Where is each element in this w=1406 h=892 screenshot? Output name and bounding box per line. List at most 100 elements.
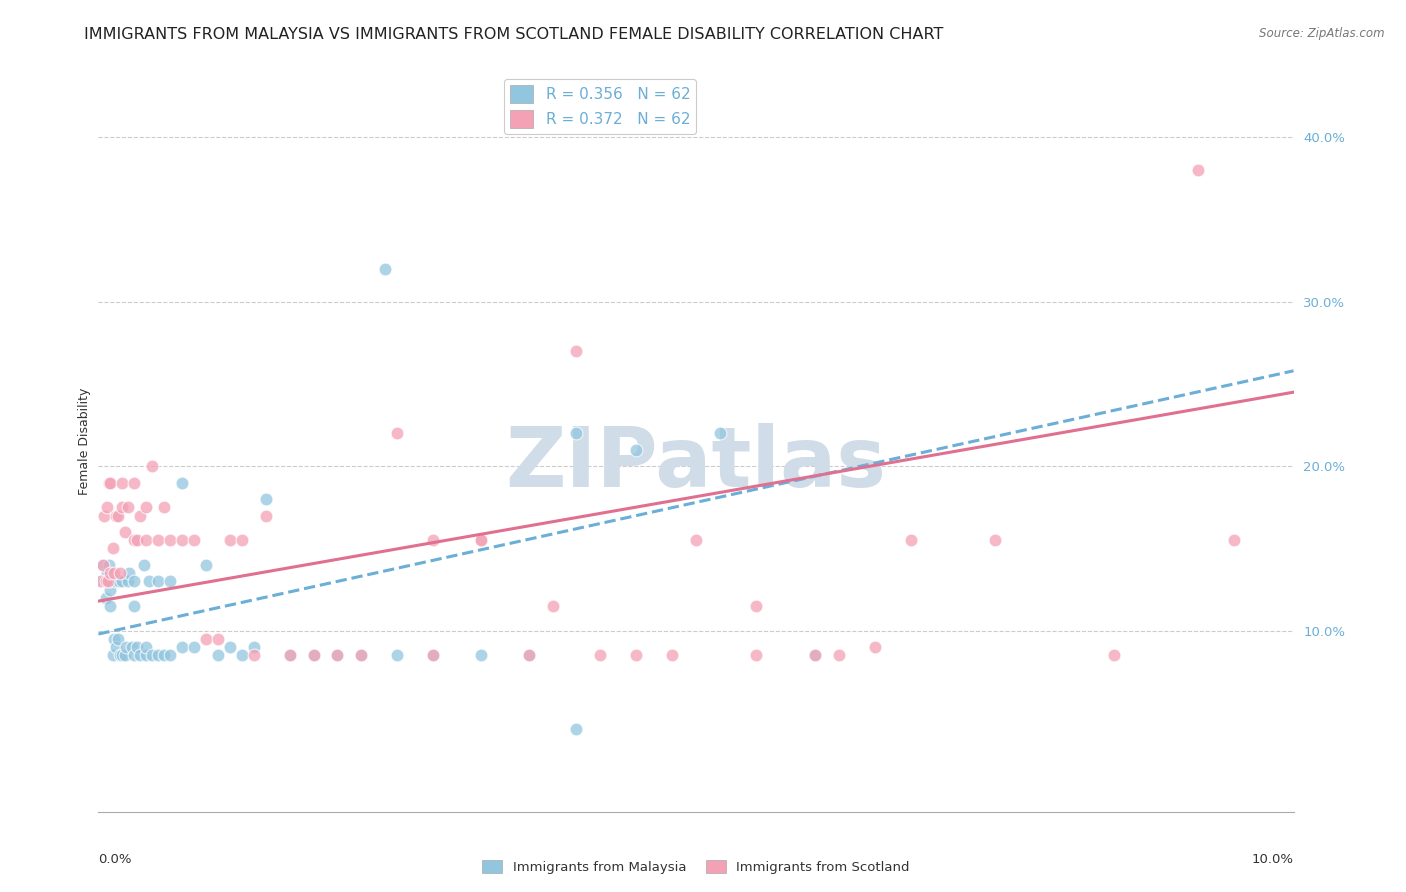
Point [159, 574, 181, 589]
Point [172, 475, 194, 490]
Point [153, 648, 176, 663]
Point [129, 648, 152, 663]
Point [103, 566, 125, 581]
Point [114, 524, 136, 539]
Point [138, 574, 160, 589]
Point [565, 723, 588, 737]
Point [93, 574, 115, 589]
Point [278, 648, 301, 663]
Point [98, 475, 121, 490]
Point [470, 533, 492, 548]
Point [422, 533, 444, 548]
Point [589, 648, 612, 663]
Text: IMMIGRANTS FROM MALAYSIA VS IMMIGRANTS FROM SCOTLAND FEMALE DISABILITY CORRELATI: IMMIGRANTS FROM MALAYSIA VS IMMIGRANTS F… [84, 27, 943, 42]
Point [111, 648, 134, 663]
Point [231, 648, 253, 663]
Point [97, 574, 120, 589]
Point [107, 632, 129, 646]
Point [195, 632, 218, 646]
Point [685, 533, 707, 548]
Point [115, 640, 138, 655]
Point [183, 533, 205, 548]
Point [278, 648, 301, 663]
Point [90, 574, 112, 589]
Point [254, 492, 277, 507]
Point [745, 648, 768, 663]
Point [422, 648, 444, 663]
Point [111, 475, 134, 490]
Point [709, 426, 731, 441]
Y-axis label: Female Disability: Female Disability [79, 388, 91, 495]
Point [108, 648, 131, 663]
Point [117, 500, 139, 515]
Point [125, 640, 148, 655]
Point [105, 640, 128, 655]
Point [91, 558, 114, 572]
Point [626, 648, 648, 663]
Point [302, 648, 325, 663]
Point [111, 574, 134, 589]
Point [326, 648, 349, 663]
Point [98, 599, 122, 613]
Point [97, 574, 120, 589]
Point [141, 648, 163, 663]
Point [302, 648, 325, 663]
Point [1223, 533, 1246, 548]
Point [132, 558, 155, 572]
Point [129, 508, 152, 523]
Point [422, 648, 444, 663]
Text: Source: ZipAtlas.com: Source: ZipAtlas.com [1260, 27, 1385, 40]
Point [804, 648, 827, 663]
Point [91, 558, 114, 572]
Text: 0.0%: 0.0% [98, 853, 132, 866]
Point [148, 574, 170, 589]
Point [93, 508, 115, 523]
Point [148, 533, 170, 548]
Point [98, 566, 122, 581]
Point [118, 566, 141, 581]
Point [90, 574, 112, 589]
Point [626, 442, 648, 457]
Point [124, 533, 146, 548]
Point [103, 632, 125, 646]
Point [159, 533, 181, 548]
Point [172, 533, 194, 548]
Point [94, 591, 117, 605]
Point [374, 261, 396, 276]
Point [470, 533, 492, 548]
Point [135, 500, 157, 515]
Point [984, 533, 1007, 548]
Point [94, 574, 117, 589]
Point [243, 648, 266, 663]
Point [108, 566, 131, 581]
Point [541, 599, 564, 613]
Point [98, 574, 122, 589]
Point [114, 648, 136, 663]
Point [135, 533, 157, 548]
Point [121, 640, 143, 655]
Point [172, 640, 194, 655]
Point [231, 533, 253, 548]
Point [135, 648, 157, 663]
Point [1187, 163, 1209, 178]
Point [865, 640, 887, 655]
Point [350, 648, 373, 663]
Point [124, 475, 146, 490]
Point [98, 558, 121, 572]
Point [219, 640, 242, 655]
Point [745, 599, 768, 613]
Text: ZIPatlas: ZIPatlas [506, 423, 886, 504]
Point [900, 533, 922, 548]
Point [254, 508, 277, 523]
Point [219, 533, 242, 548]
Point [148, 648, 170, 663]
Point [125, 533, 148, 548]
Point [104, 574, 127, 589]
Point [661, 648, 683, 663]
Point [153, 500, 176, 515]
Point [326, 648, 349, 663]
Point [565, 344, 588, 359]
Point [96, 566, 118, 581]
Point [135, 640, 157, 655]
Point [111, 500, 134, 515]
